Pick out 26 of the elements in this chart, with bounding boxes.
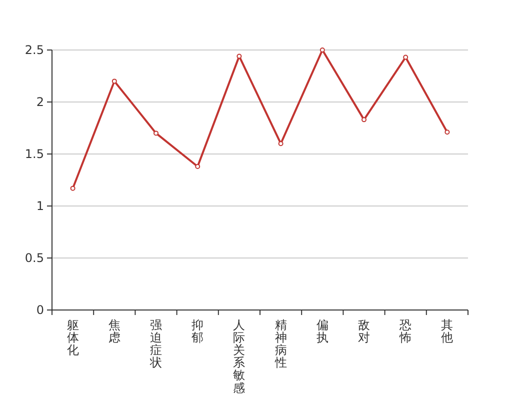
x-tick-label: 人际关系敏感 — [233, 318, 246, 395]
y-tick-label: 0 — [36, 303, 44, 317]
point — [70, 186, 76, 191]
x-tick-label: 敌对 — [358, 318, 370, 344]
point — [112, 78, 117, 84]
point — [362, 117, 366, 122]
x-tick-label: 恐怖 — [398, 318, 412, 344]
x-tick-label: 焦虑 — [108, 318, 120, 344]
point — [403, 54, 408, 60]
point — [278, 141, 284, 146]
point — [236, 54, 242, 59]
x-tick-label: 其他 — [441, 318, 454, 344]
point — [154, 130, 158, 136]
x-tick-label: 精神病性 — [274, 318, 287, 370]
point — [195, 164, 200, 169]
x-tick-label: 强迫症状 — [149, 318, 162, 370]
x-tick-label: 抑郁 — [192, 318, 204, 344]
point — [320, 48, 325, 52]
y-tick-label: 1 — [36, 199, 44, 213]
y-tick-label: 2.5 — [24, 43, 44, 57]
y-tick-label: 2 — [36, 95, 44, 109]
y-tick-label: 1.5 — [24, 147, 44, 161]
x-tick-label: 躯体化 — [66, 318, 79, 357]
y-tick-label: 0.5 — [24, 251, 44, 265]
point — [444, 130, 450, 135]
x-tick-label: 偏执 — [316, 318, 328, 344]
